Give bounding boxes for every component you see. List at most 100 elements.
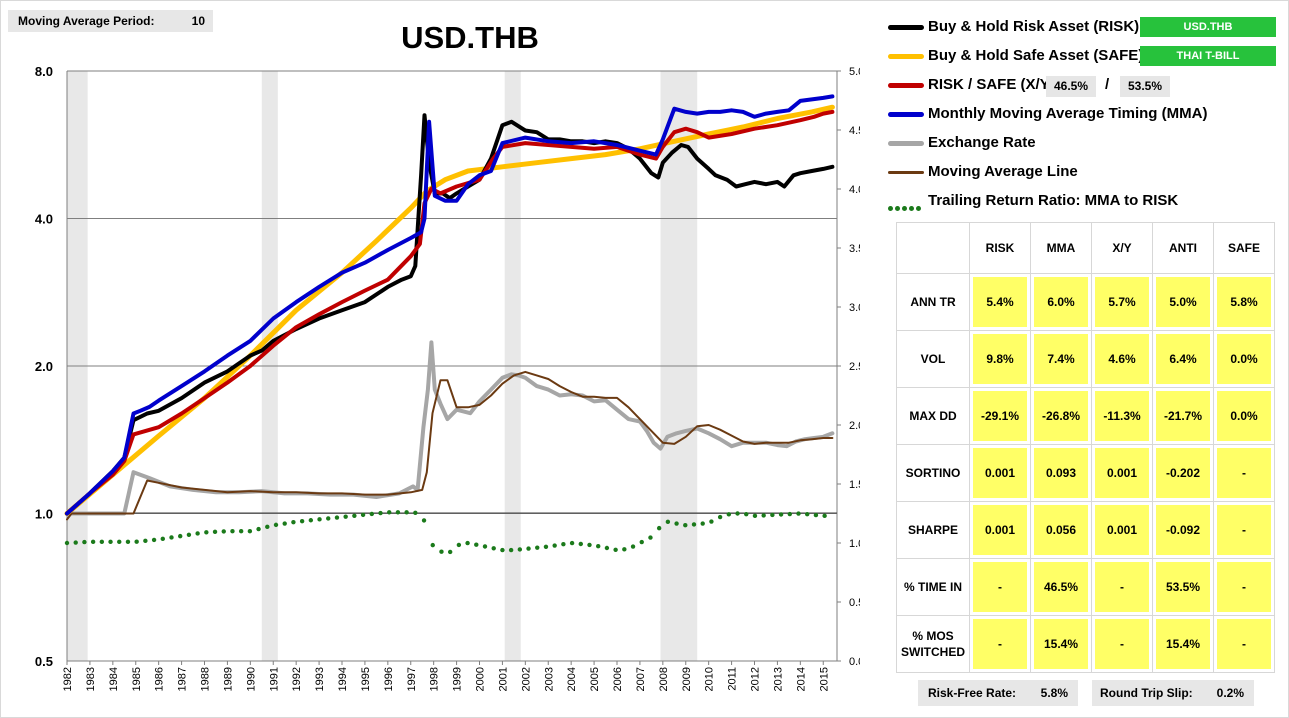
stats-cell: 6.4% [1156,334,1210,384]
x-axis-tick-label: 2015 [818,667,830,691]
stats-row-time-in: % TIME IN - 46.5% - 53.5% - [896,558,1275,616]
risk-free-rate-box: Risk-Free Rate: 5.8% [918,680,1078,706]
legend-item-mma: Monthly Moving Average Timing (MMA) [886,101,1286,130]
right-axis-tick-label: 3.0 [849,302,860,314]
right-axis-tick-label: 2.0 [849,420,860,432]
stats-cell: -29.1% [973,391,1027,441]
stats-row-mos-switched: % MOS SWITCHED - 15.4% - 15.4% - [896,615,1275,673]
stats-header-row: RISK MMA X/Y ANTI SAFE [896,222,1275,274]
stats-cell: - [1217,448,1271,498]
trailing-ratio-dot [326,516,331,521]
right-axis-tick-label: 4.5 [849,125,860,137]
legend-label-safe: Buy & Hold Safe Asset (SAFE): [928,47,1149,64]
stats-cell: - [1095,619,1149,669]
x-axis-tick-label: 1999 [452,667,464,691]
moving-average-period-box: Moving Average Period: 10 [8,10,213,32]
split-y-value[interactable]: 53.5% [1120,76,1170,97]
trailing-ratio-dot [64,540,70,546]
series-line-buy-hold-safe-asset-safe [64,104,835,516]
stats-row-label: SORTINO [896,444,970,502]
stats-cell: 5.0% [1156,277,1210,327]
left-axis-tick-label: 4.0 [35,212,53,227]
left-axis-tick-label: 0.5 [35,654,53,669]
x-axis-tick-label: 1998 [429,667,441,691]
trailing-ratio-dot [822,513,827,519]
trailing-ratio-dot [674,521,679,526]
stats-cell: 0.001 [1095,448,1149,498]
stats-cell: -26.8% [1034,391,1088,441]
stats-cell: 4.6% [1095,334,1149,384]
trailing-ratio-dot [125,539,131,545]
x-axis-tick-label: 2014 [795,667,807,691]
legend-label-risk: Buy & Hold Risk Asset (RISK): [928,18,1145,35]
x-axis-tick-label: 1996 [383,667,395,691]
trailing-ratio-dot [604,545,610,551]
chart-canvas: 0.5 1.0 2.0 4.0 8.0 0.0 0.5 1.0 1.5 2.0 2.5 3.0 3.5 4… [35,64,860,691]
trailing-ratio-dot [178,533,183,539]
risk-free-rate-value[interactable]: 5.8% [1040,686,1068,700]
stats-col-mma: MMA [1030,222,1092,274]
left-axis-tick-label: 1.0 [35,507,53,522]
trailing-ratio-dot [143,538,148,544]
stats-row-label: ANN TR [896,273,970,331]
x-axis-tick-label: 1989 [222,667,234,691]
x-axis-tick-label: 2008 [658,667,670,691]
safe-asset-badge[interactable]: THAI T-BILL [1140,46,1276,66]
trailing-ratio-dot [639,539,644,545]
trailing-ratio-dot [465,540,470,546]
stats-cell: 0.001 [1095,505,1149,555]
legend: Buy & Hold Risk Asset (RISK): USD.THB Bu… [886,14,1286,217]
stats-cell: - [973,619,1027,669]
trailing-ratio-dot [744,511,749,517]
stats-cell: 5.4% [973,277,1027,327]
trailing-ratio-dot [256,526,261,532]
trailing-ratio-dot [160,536,165,542]
trailing-ratio-dot [134,539,139,544]
x-axis-tick-label: 2013 [772,667,784,691]
x-axis-tick-label: 2004 [566,667,578,691]
trailing-ratio-dot [691,522,697,527]
series-line-buy-hold-risk-asset-risk [65,113,835,516]
stats-row-vol: VOL 9.8% 7.4% 4.6% 6.4% 0.0% [896,330,1275,388]
stats-cell: 5.8% [1217,277,1271,327]
legend-label-mma: Monthly Moving Average Timing (MMA) [928,105,1208,122]
trailing-ratio-dot [735,511,740,516]
stats-cell: 0.093 [1034,448,1088,498]
trailing-ratio-dot [543,544,549,549]
x-axis-tick-label: 1993 [314,667,326,691]
legend-swatch-risk [888,25,924,30]
x-axis-tick-label: 1984 [108,667,120,691]
legend-item-safe: Buy & Hold Safe Asset (SAFE): THAI T-BIL… [886,43,1286,72]
trailing-ratio-dot [456,542,462,548]
split-x-value[interactable]: 46.5% [1046,76,1096,97]
trailing-ratio-dot [421,518,427,523]
trailing-ratio-dot [151,537,157,543]
trailing-ratio-dot [700,521,705,526]
stats-cell: -11.3% [1095,391,1149,441]
trailing-ratio-dot [108,539,113,545]
x-axis-tick-label: 1988 [200,667,212,691]
right-axis-tick-label: 0.5 [849,597,860,609]
trailing-ratio-dot [360,512,366,518]
legend-item-moving-average: Moving Average Line [886,159,1286,188]
trailing-ratio-dot [761,513,766,518]
x-axis-tick-label: 1992 [291,667,303,691]
moving-average-period-value[interactable]: 10 [191,14,205,28]
stats-cell: 15.4% [1034,619,1088,669]
trailing-ratio-dot [752,513,758,519]
stats-row-label: MAX DD [896,387,970,445]
round-trip-slip-label: Round Trip Slip: [1100,686,1193,700]
trailing-ratio-dot [247,529,253,534]
x-axis-tick-label: 2003 [543,667,555,691]
trailing-ratio-dot [491,546,496,551]
right-axis-tick-label: 0.0 [849,656,860,668]
legend-label-exchange-rate: Exchange Rate [928,134,1036,151]
stats-row-ann-tr: ANN TR 5.4% 6.0% 5.7% 5.0% 5.8% [896,273,1275,331]
stats-cell: -0.202 [1156,448,1210,498]
trailing-ratio-dot [630,544,636,549]
right-axis-tick-label: 5.0 [849,66,860,78]
risk-asset-badge[interactable]: USD.THB [1140,17,1276,37]
round-trip-slip-value[interactable]: 0.2% [1216,686,1244,700]
x-axis-tick-label: 1987 [177,667,189,691]
series-line-exchange-rate [65,340,835,516]
